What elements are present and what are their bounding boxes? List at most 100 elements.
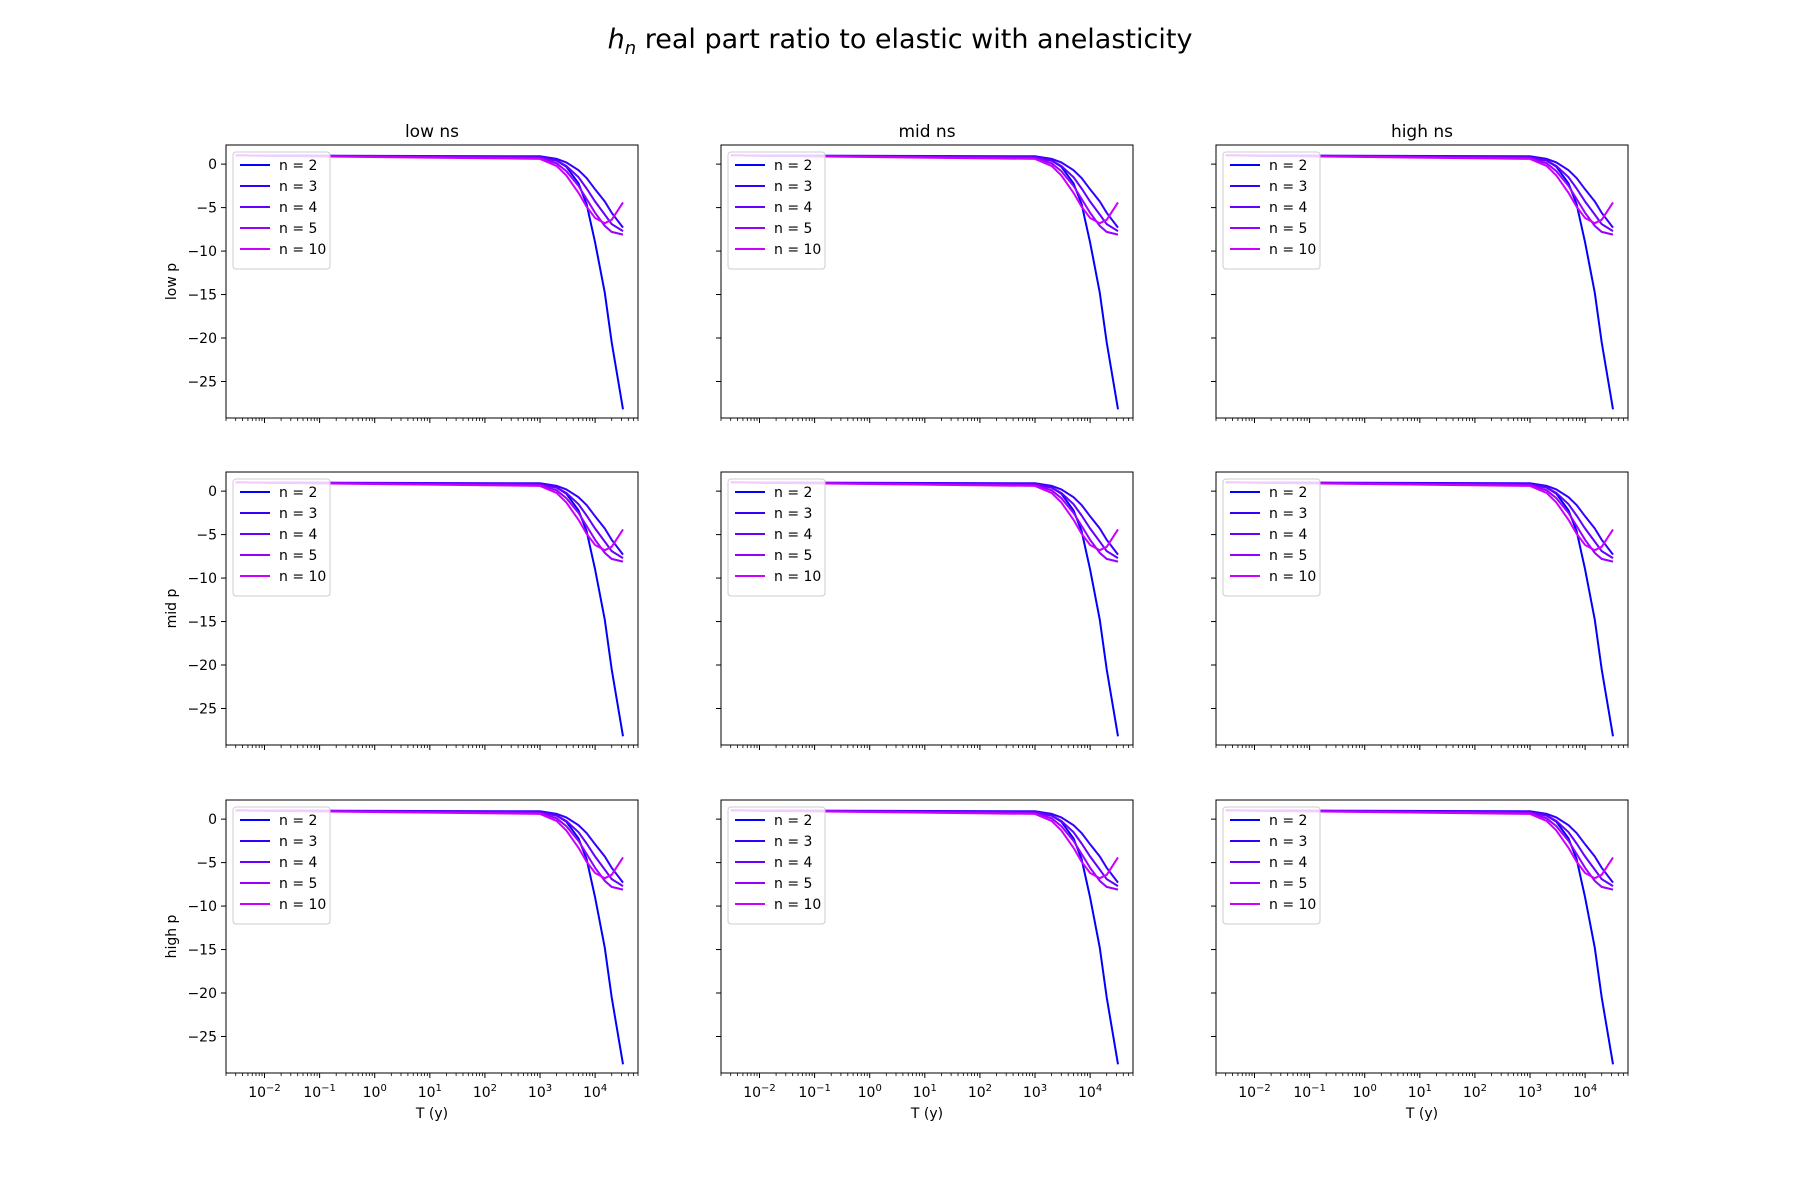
axes-frame (720, 471, 1134, 746)
series-line-1 (1225, 154, 1614, 229)
subplot-1-1: n = 2 n = 3 n = 4 n = 5 n = 10 (716, 471, 1134, 750)
y-tick-label: −25 (187, 374, 217, 390)
subplot-0-2: high ns n = 2 n = 3 n = 4 n = 5 n = 10 (1211, 122, 1629, 423)
x-tick-label: 103 (528, 1083, 552, 1101)
legend-label: n = 4 (279, 200, 318, 216)
y-tick-label: 0 (208, 812, 217, 828)
legend-box (232, 806, 331, 925)
legend: n = 2 n = 3 n = 4 n = 5 n = 10 (1222, 806, 1321, 925)
legend-label: n = 10 (774, 569, 821, 585)
series-line-3 (1225, 809, 1614, 891)
column-title: low ns (405, 122, 459, 142)
legend-box (727, 806, 826, 925)
legend-label: n = 5 (279, 221, 317, 237)
legend-label: n = 2 (774, 485, 812, 501)
legend-label: n = 5 (279, 876, 317, 892)
series-line-1 (235, 809, 624, 884)
legend-label: n = 2 (279, 158, 317, 174)
x-tick-label: 10−1 (798, 1083, 831, 1101)
series-line-4 (235, 154, 624, 225)
legend: n = 2 n = 3 n = 4 n = 5 n = 10 (232, 478, 331, 597)
series-line-4 (730, 481, 1119, 552)
axes-frame (1215, 471, 1629, 746)
legend-label: n = 3 (279, 834, 317, 850)
legend: n = 2 n = 3 n = 4 n = 5 n = 10 (727, 151, 826, 270)
series-line-2 (235, 154, 624, 232)
x-axis-label: T (y) (910, 1106, 943, 1122)
y-tick-label: −5 (196, 201, 217, 217)
title-text: real part ratio to elastic with anelasti… (636, 24, 1192, 55)
legend-label: n = 2 (774, 158, 812, 174)
legend-box (232, 151, 331, 270)
series-line-1 (1225, 809, 1614, 884)
y-tick-label: 0 (208, 157, 217, 173)
legend-label: n = 4 (279, 855, 318, 871)
series-line-3 (1225, 481, 1614, 563)
legend-label: n = 3 (774, 834, 812, 850)
y-tick-label: −5 (196, 856, 217, 872)
y-tick-label: −10 (187, 571, 217, 587)
series-line-3 (235, 154, 624, 236)
legend-label: n = 5 (774, 221, 812, 237)
row-label: mid p (164, 589, 180, 629)
column-title: mid ns (898, 122, 955, 142)
y-tick-label: −20 (187, 658, 217, 674)
legend-label: n = 5 (279, 548, 317, 564)
legend-label: n = 3 (1269, 506, 1307, 522)
series-line-3 (730, 809, 1119, 891)
legend-label: n = 4 (279, 527, 318, 543)
legend: n = 2 n = 3 n = 4 n = 5 n = 10 (727, 478, 826, 597)
legend: n = 2 n = 3 n = 4 n = 5 n = 10 (232, 806, 331, 925)
legend-box (1222, 478, 1321, 597)
legend: n = 2 n = 3 n = 4 n = 5 n = 10 (727, 806, 826, 925)
legend-label: n = 4 (1269, 200, 1308, 216)
y-tick-label: −20 (187, 986, 217, 1002)
x-tick-label: 10−2 (743, 1083, 776, 1101)
series-line-4 (1225, 481, 1614, 552)
legend-label: n = 4 (1269, 855, 1308, 871)
legend-label: n = 2 (279, 485, 317, 501)
legend-label: n = 10 (279, 569, 326, 585)
legend-label: n = 10 (279, 242, 326, 258)
legend-label: n = 10 (279, 897, 326, 913)
legend-label: n = 3 (279, 506, 317, 522)
x-tick-label: 10−2 (248, 1083, 281, 1101)
legend-label: n = 5 (1269, 548, 1307, 564)
legend: n = 2 n = 3 n = 4 n = 5 n = 10 (1222, 151, 1321, 270)
row-label: low p (164, 263, 180, 300)
legend-box (1222, 806, 1321, 925)
x-tick-label: 104 (1573, 1083, 1597, 1101)
series-line-1 (235, 154, 624, 229)
axes-frame (225, 144, 639, 419)
legend-label: n = 2 (1269, 813, 1307, 829)
x-axis-label: T (y) (415, 1106, 448, 1122)
axes-frame (225, 799, 639, 1074)
legend-label: n = 2 (279, 813, 317, 829)
series-line-2 (1225, 154, 1614, 232)
axes-frame (720, 144, 1134, 419)
y-tick-label: −10 (187, 244, 217, 260)
x-tick-label: 100 (363, 1083, 387, 1101)
subplot-2-0: 0 −5 −10 −15 −20 −25 10−2 10−1 100 101 102 103 104 hi… (164, 799, 639, 1122)
legend-box (1222, 151, 1321, 270)
legend-label: n = 5 (774, 876, 812, 892)
series-line-3 (1225, 154, 1614, 236)
legend-label: n = 3 (774, 179, 812, 195)
legend-label: n = 3 (774, 506, 812, 522)
legend-label: n = 4 (774, 855, 813, 871)
y-tick-label: −25 (187, 701, 217, 717)
x-tick-label: 10−1 (303, 1083, 336, 1101)
legend-label: n = 3 (279, 179, 317, 195)
series-line-1 (730, 481, 1119, 556)
x-tick-label: 10−1 (1293, 1083, 1326, 1101)
legend-label: n = 3 (1269, 834, 1307, 850)
subplot-1-2: n = 2 n = 3 n = 4 n = 5 n = 10 (1211, 471, 1629, 750)
y-tick-label: −25 (187, 1029, 217, 1045)
legend-box (727, 478, 826, 597)
x-tick-label: 101 (418, 1083, 442, 1101)
subplot-0-1: mid ns n = 2 n = 3 n = 4 n = 5 n = 10 (716, 122, 1134, 423)
